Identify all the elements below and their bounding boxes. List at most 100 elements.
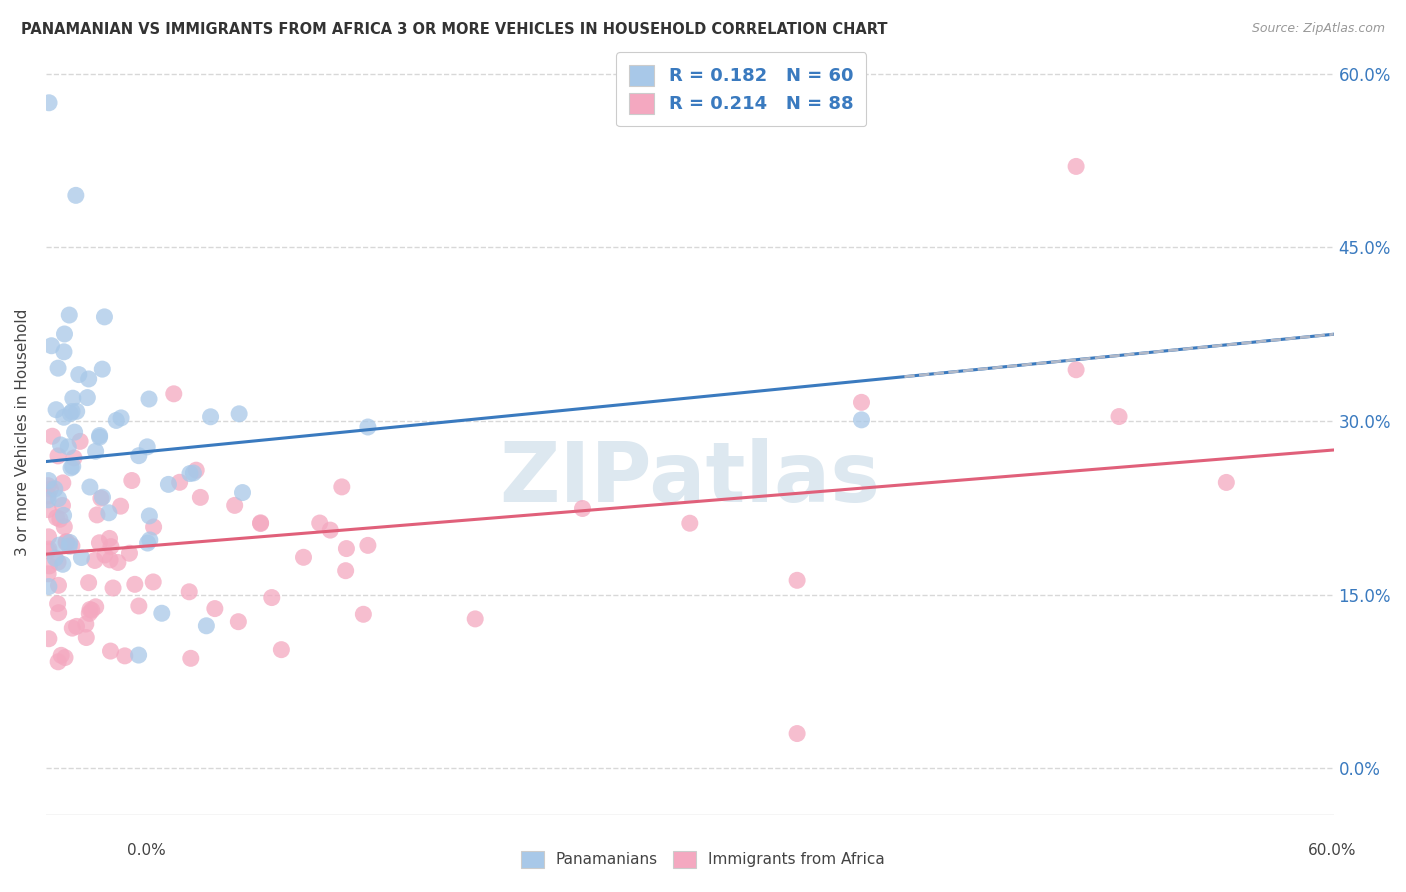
Point — [249, 516, 271, 531]
Point — [91, 490, 114, 504]
Point — [335, 564, 357, 578]
Point — [37, 489, 59, 503]
Point — [45, 510, 67, 524]
Point — [63, 425, 86, 439]
Text: PANAMANIAN VS IMMIGRANTS FROM AFRICA 3 OR MORE VEHICLES IN HOUSEHOLD CORRELATION: PANAMANIAN VS IMMIGRANTS FROM AFRICA 3 O… — [21, 22, 887, 37]
Point — [53, 650, 76, 665]
Point — [70, 550, 93, 565]
Point — [138, 508, 160, 523]
Point — [128, 648, 150, 662]
Point — [77, 575, 100, 590]
Text: 60.0%: 60.0% — [1309, 843, 1357, 858]
Point — [1064, 363, 1087, 377]
Point — [179, 467, 201, 481]
Point — [60, 461, 83, 475]
Point — [46, 361, 69, 376]
Point — [60, 539, 83, 553]
Point — [44, 482, 66, 496]
Point — [186, 463, 208, 477]
Text: ZIPatlas: ZIPatlas — [499, 438, 880, 519]
Point — [100, 644, 122, 658]
Point — [48, 491, 70, 506]
Point — [41, 429, 63, 443]
Point — [357, 420, 380, 434]
Point — [195, 619, 218, 633]
Point — [260, 591, 283, 605]
Point — [59, 407, 82, 421]
Point — [63, 450, 86, 465]
Point — [89, 428, 111, 442]
Point — [51, 499, 73, 513]
Point — [330, 480, 353, 494]
Point — [91, 362, 114, 376]
Legend: R = 0.182   N = 60, R = 0.214   N = 88: R = 0.182 N = 60, R = 0.214 N = 88 — [616, 52, 866, 127]
Point — [98, 553, 121, 567]
Point — [1064, 160, 1087, 174]
Point — [46, 555, 69, 569]
Point — [100, 540, 122, 554]
Point — [37, 478, 59, 492]
Text: 0.0%: 0.0% — [127, 843, 166, 858]
Point — [357, 538, 380, 552]
Point — [200, 409, 222, 424]
Point — [90, 491, 112, 506]
Point — [1215, 475, 1237, 490]
Point — [52, 410, 75, 425]
Point — [270, 642, 292, 657]
Point — [79, 607, 101, 621]
Point — [38, 580, 60, 594]
Point — [37, 543, 59, 558]
Point — [180, 651, 202, 665]
Point — [157, 477, 180, 491]
Point — [46, 655, 69, 669]
Point — [84, 444, 107, 458]
Point — [179, 584, 201, 599]
Point — [55, 534, 77, 549]
Point — [128, 599, 150, 613]
Point — [69, 434, 91, 449]
Point — [786, 726, 808, 740]
Point — [46, 449, 69, 463]
Point — [48, 606, 70, 620]
Point — [37, 492, 59, 507]
Point — [65, 188, 87, 202]
Point — [37, 502, 59, 516]
Point — [46, 597, 69, 611]
Point — [41, 339, 63, 353]
Point — [121, 474, 143, 488]
Point — [319, 523, 342, 537]
Point — [79, 602, 101, 616]
Point — [142, 574, 165, 589]
Point — [94, 548, 117, 562]
Point — [308, 516, 330, 530]
Point — [93, 310, 115, 324]
Point — [38, 474, 60, 488]
Point — [38, 632, 60, 646]
Legend: Panamanians, Immigrants from Africa: Panamanians, Immigrants from Africa — [515, 845, 891, 873]
Point — [139, 533, 162, 547]
Point — [101, 581, 124, 595]
Point — [38, 530, 60, 544]
Point — [75, 631, 97, 645]
Point — [86, 508, 108, 522]
Point — [249, 516, 271, 530]
Point — [89, 430, 111, 444]
Point — [163, 386, 186, 401]
Point — [52, 475, 75, 490]
Point — [58, 440, 80, 454]
Point — [49, 438, 72, 452]
Point — [571, 501, 593, 516]
Point — [45, 402, 67, 417]
Point — [89, 535, 111, 549]
Point — [851, 395, 873, 409]
Point — [39, 482, 62, 496]
Point — [464, 612, 486, 626]
Point — [49, 512, 72, 526]
Point — [51, 648, 73, 663]
Point — [231, 485, 253, 500]
Point — [75, 617, 97, 632]
Point — [352, 607, 374, 622]
Point — [53, 326, 76, 341]
Point — [38, 558, 60, 573]
Point — [60, 621, 83, 635]
